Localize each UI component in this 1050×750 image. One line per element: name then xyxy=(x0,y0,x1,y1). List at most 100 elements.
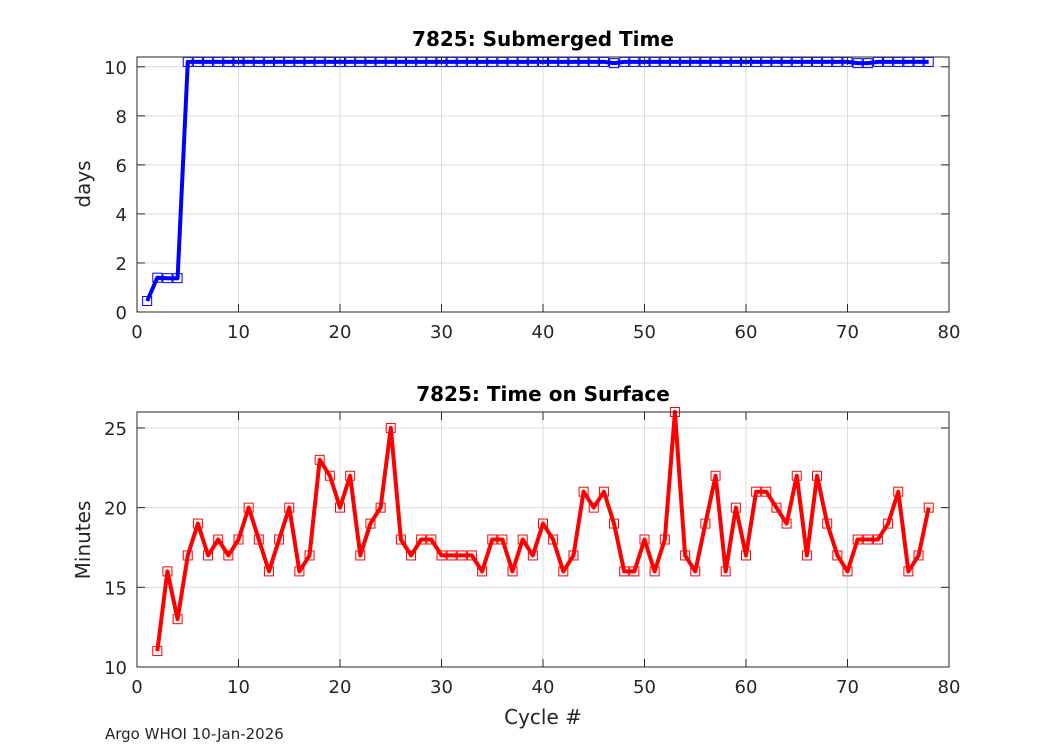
data-point-marker xyxy=(233,534,244,545)
data-point-marker xyxy=(893,486,904,497)
data-point-marker xyxy=(192,518,203,529)
data-point-marker xyxy=(365,518,376,529)
x-tick-label: 50 xyxy=(633,322,656,343)
data-point-marker xyxy=(791,470,802,481)
data-point-marker xyxy=(263,566,274,577)
data-point-marker xyxy=(781,518,792,529)
data-point-marker xyxy=(223,550,234,561)
data-point-marker xyxy=(172,273,183,284)
data-point-marker xyxy=(466,550,477,561)
data-point-marker xyxy=(558,566,569,577)
data-point-marker xyxy=(527,550,538,561)
series-line xyxy=(155,410,931,652)
x-tick-label: 80 xyxy=(938,322,961,343)
x-tick-label: 30 xyxy=(430,322,453,343)
footer-credit: Argo WHOI 10-Jan-2026 xyxy=(105,725,284,743)
x-tick-label: 10 xyxy=(227,322,250,343)
data-point-marker xyxy=(548,534,559,545)
data-point-marker xyxy=(852,534,863,545)
data-point-marker xyxy=(741,550,751,561)
data-point-marker xyxy=(619,566,630,577)
data-point-marker xyxy=(172,614,183,625)
y-tick-label: 20 xyxy=(104,499,127,520)
x-tick-label: 40 xyxy=(532,677,555,698)
data-point-marker xyxy=(852,58,863,69)
data-point-marker xyxy=(314,454,325,465)
data-point-marker xyxy=(517,534,528,545)
x-tick-label: 0 xyxy=(131,322,142,343)
data-point-marker xyxy=(710,470,721,481)
x-tick-label: 0 xyxy=(131,677,142,698)
x-tick-label: 60 xyxy=(735,677,758,698)
y-axis-label: days xyxy=(71,160,95,207)
data-point-marker xyxy=(680,550,691,561)
data-point-marker xyxy=(274,534,285,545)
y-tick-label: 15 xyxy=(104,578,127,599)
data-point-marker xyxy=(903,566,914,577)
x-tick-label: 50 xyxy=(633,677,656,698)
data-point-marker xyxy=(812,470,823,481)
data-point-marker xyxy=(497,534,508,545)
data-point-marker xyxy=(730,502,741,513)
data-point-marker xyxy=(629,566,640,577)
data-point-marker xyxy=(872,534,883,545)
series xyxy=(152,407,934,657)
x-tick-label: 20 xyxy=(329,322,352,343)
y-tick-label: 8 xyxy=(116,107,127,128)
x-tick-label: 10 xyxy=(227,677,250,698)
y-tick-label: 25 xyxy=(104,419,127,440)
data-point-marker xyxy=(477,566,488,577)
x-tick-label: 70 xyxy=(836,677,859,698)
data-point-marker xyxy=(649,566,660,577)
data-point-marker xyxy=(284,502,295,513)
data-point-marker xyxy=(243,502,254,513)
y-tick-label: 0 xyxy=(116,303,127,324)
data-point-marker xyxy=(761,486,772,497)
data-point-marker xyxy=(324,470,335,481)
x-tick-label: 80 xyxy=(938,677,961,698)
data-point-marker xyxy=(862,534,873,545)
x-tick-label: 20 xyxy=(329,677,352,698)
chart-title: 7825: Submerged Time xyxy=(412,27,674,51)
data-point-marker xyxy=(253,534,264,545)
data-point-marker xyxy=(487,534,498,545)
y-tick-label: 10 xyxy=(104,58,127,79)
ticks: 0 10 20 30 40 50 60 70 80 0 2 4 6 8 10 xyxy=(104,57,960,343)
x-tick-label: 30 xyxy=(430,677,453,698)
data-point-marker xyxy=(771,502,782,513)
data-point-marker xyxy=(609,518,620,529)
y-axis-label: Minutes xyxy=(71,501,95,580)
submerged-time-axes: 0 10 20 30 40 50 60 70 80 0 2 4 6 8 10 7825: Submerged… xyxy=(71,27,960,343)
data-point-marker xyxy=(538,518,548,529)
data-point-marker xyxy=(152,272,163,283)
data-point-marker xyxy=(568,550,579,561)
data-point-marker xyxy=(578,486,589,497)
data-point-marker xyxy=(203,550,214,561)
data-point-marker xyxy=(822,518,833,529)
data-point-marker xyxy=(395,534,406,545)
data-point-marker xyxy=(700,518,711,529)
data-point-marker xyxy=(385,422,396,433)
data-point-marker xyxy=(913,550,924,561)
series-line xyxy=(145,59,929,302)
y-tick-label: 4 xyxy=(116,205,127,226)
data-point-marker xyxy=(142,295,153,306)
data-point-marker xyxy=(182,550,193,561)
data-point-marker xyxy=(375,502,386,513)
y-tick-label: 10 xyxy=(104,658,127,679)
data-point-marker xyxy=(446,550,457,561)
data-point-marker xyxy=(345,470,356,481)
data-point-marker xyxy=(416,534,427,545)
data-point-marker xyxy=(751,486,762,497)
y-tick-label: 2 xyxy=(116,254,127,275)
data-point-marker xyxy=(832,550,843,561)
data-point-marker xyxy=(304,550,315,561)
data-point-marker xyxy=(152,646,163,657)
data-point-marker xyxy=(609,58,620,69)
data-point-marker xyxy=(456,550,467,561)
data-point-marker xyxy=(355,550,366,561)
data-point-marker xyxy=(659,534,670,545)
data-point-marker xyxy=(923,502,934,513)
